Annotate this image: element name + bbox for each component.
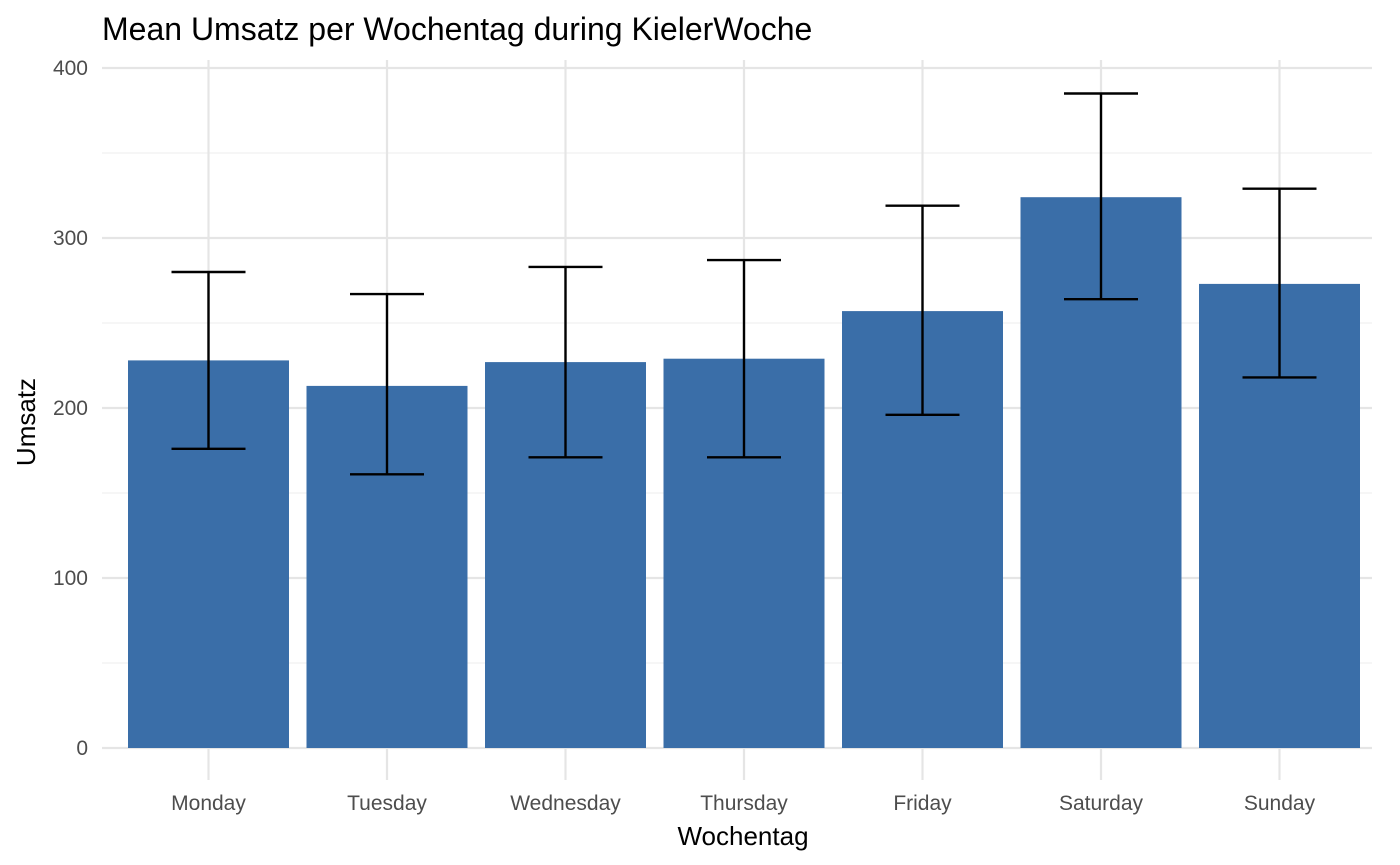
x-tick-label: Sunday (1244, 792, 1316, 815)
x-tick-label: Thursday (700, 792, 788, 815)
x-tick-label: Saturday (1059, 792, 1144, 815)
y-tick-label: 100 (53, 567, 88, 590)
x-tick-label: Wednesday (510, 792, 621, 815)
chart-title: Mean Umsatz per Wochentag during KielerW… (102, 11, 812, 47)
y-tick-label: 0 (76, 737, 88, 760)
y-tick-label: 400 (53, 57, 88, 80)
y-axis-label: Umsatz (11, 378, 41, 466)
x-tick-label: Monday (171, 792, 246, 815)
y-tick-label: 200 (53, 397, 88, 420)
x-axis-label: Wochentag (677, 821, 808, 851)
x-tick-label: Tuesday (347, 792, 427, 815)
y-tick-labels: 0 100 200 300 400 (53, 57, 88, 760)
y-tick-label: 300 (53, 227, 88, 250)
x-tick-label: Friday (893, 792, 952, 815)
error-bars (171, 92, 1317, 476)
x-tick-labels: Monday Tuesday Wednesday Thursday Friday Satu… (171, 792, 1315, 815)
